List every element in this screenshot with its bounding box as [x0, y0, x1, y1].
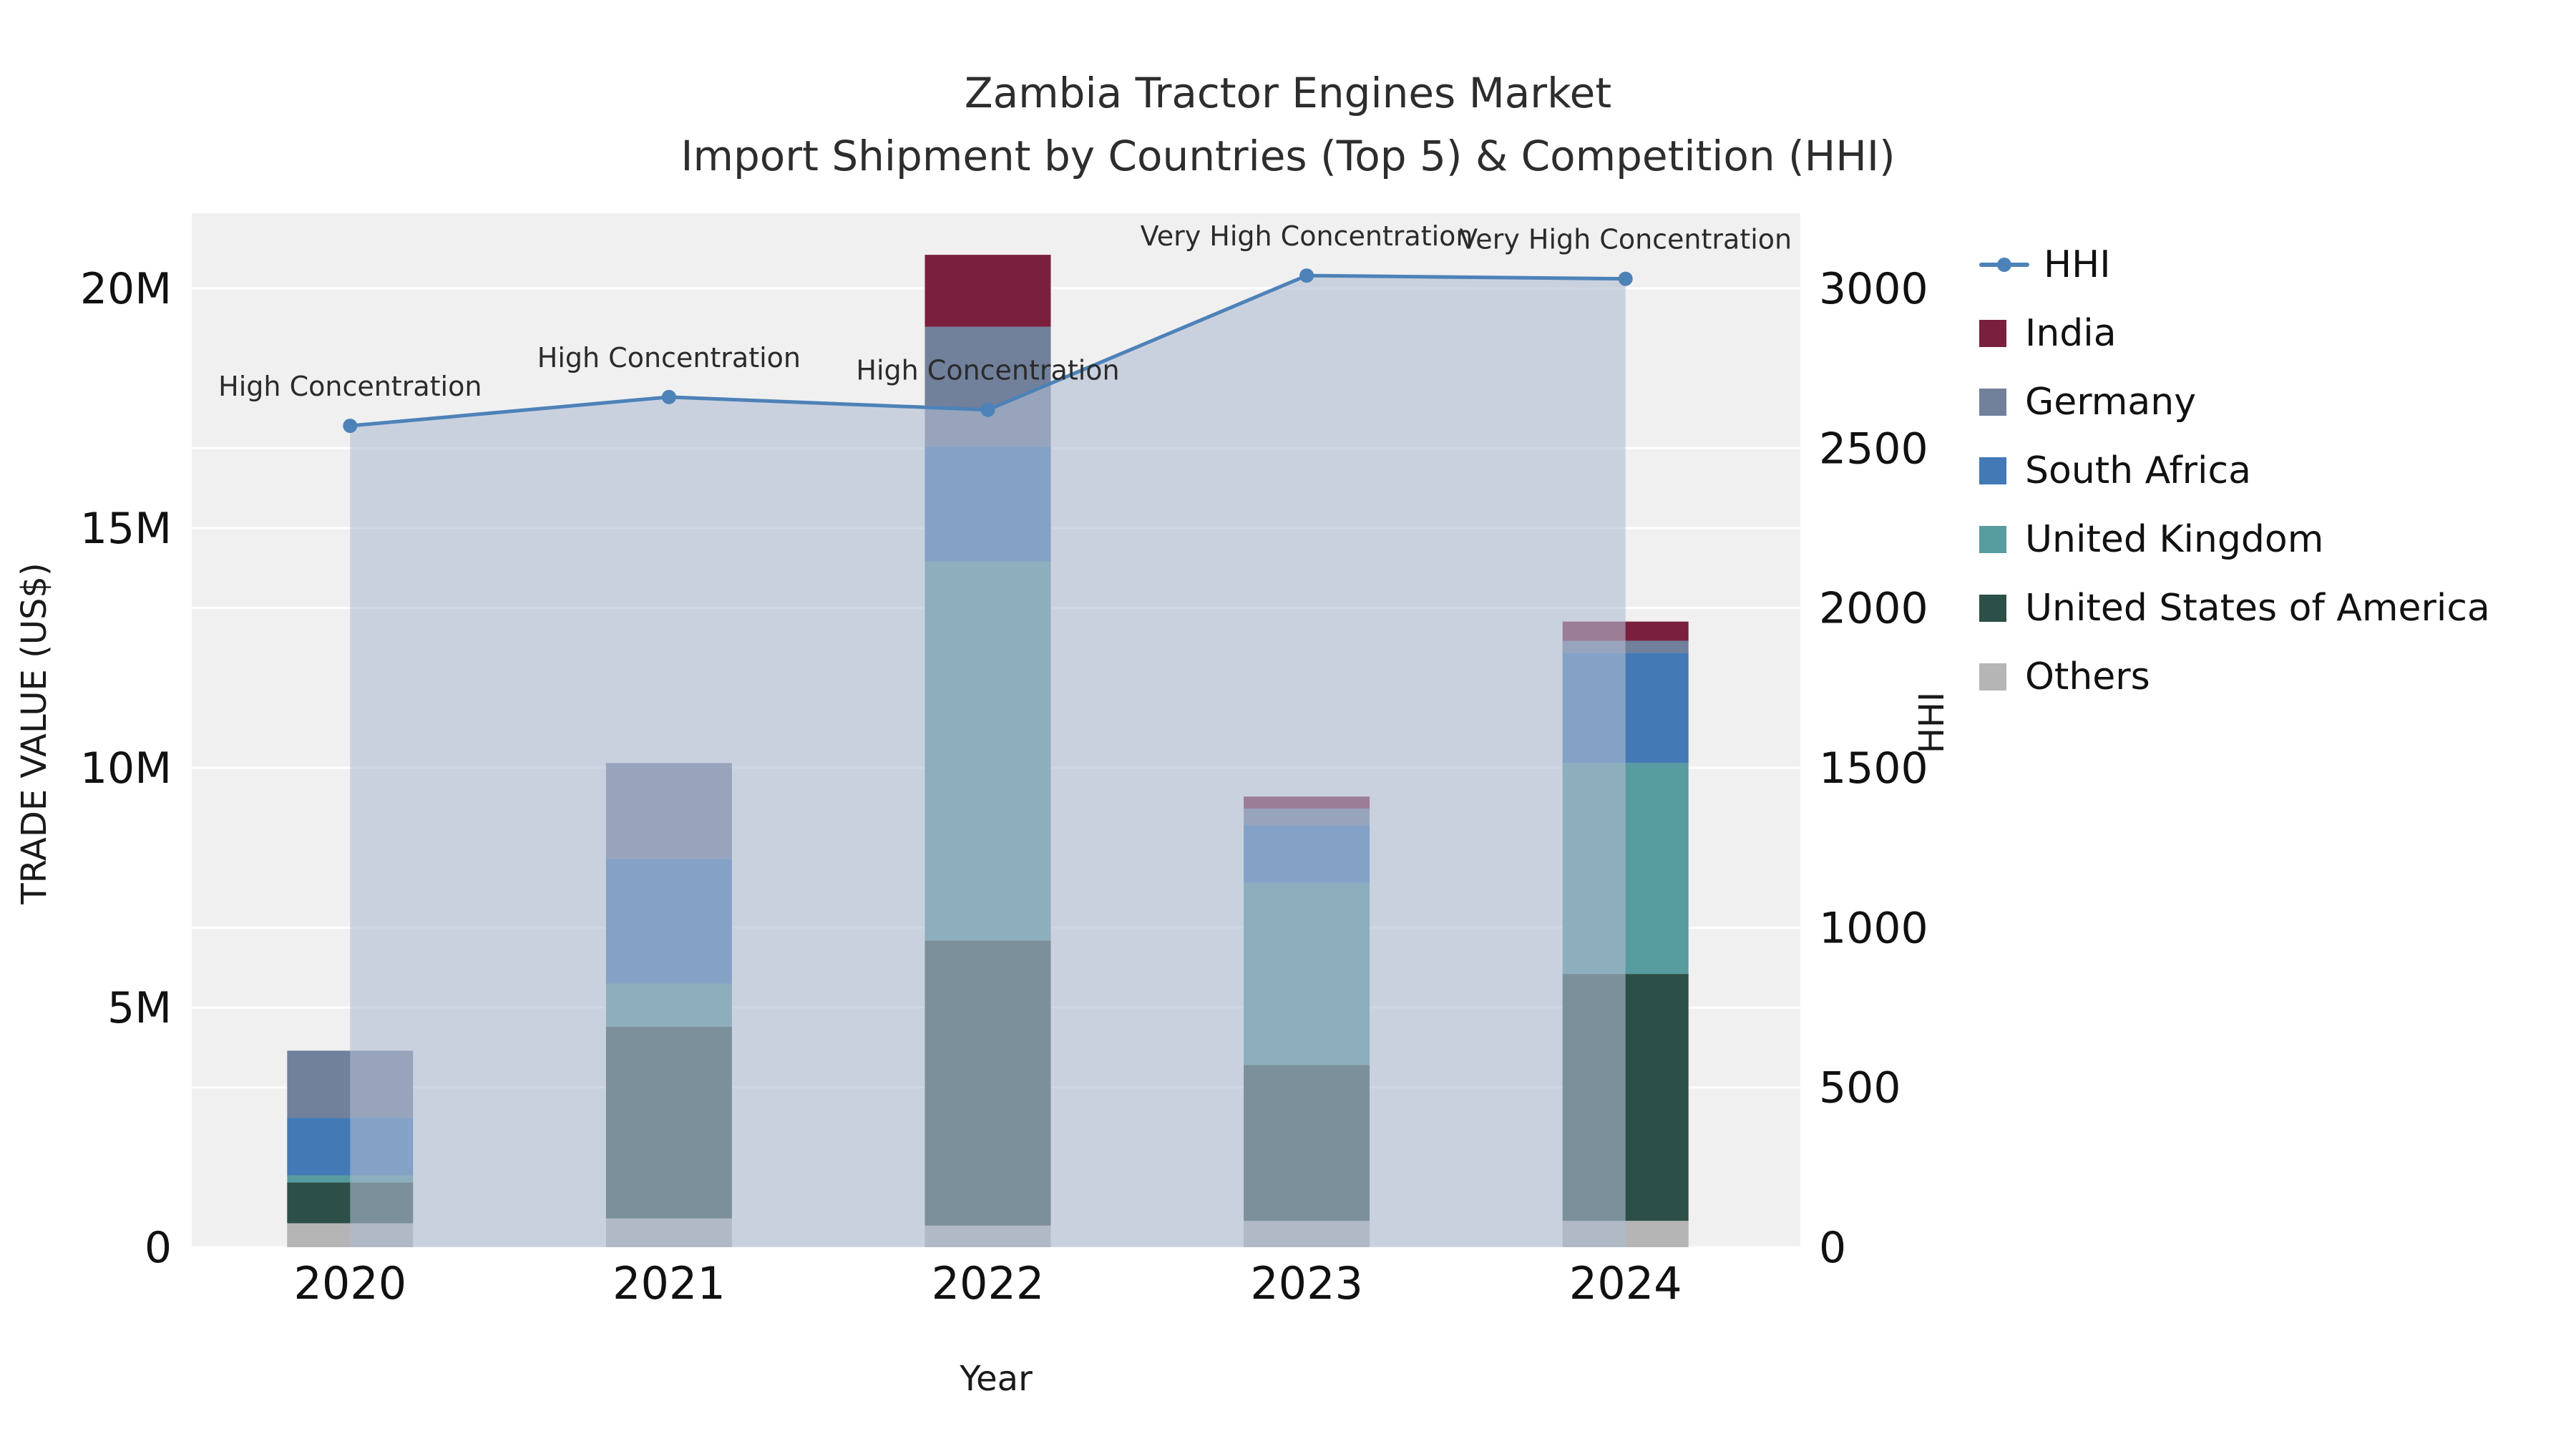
legend-label: India — [2025, 312, 2117, 355]
legend-item-hhi[interactable]: HHI — [1979, 230, 2490, 299]
y-right-tick-2500: 2500 — [1819, 424, 1928, 474]
legend-item-south-africa[interactable]: South Africa — [1979, 436, 2490, 505]
x-tick-2023: 2023 — [1250, 1257, 1363, 1309]
legend-item-india[interactable]: India — [1979, 299, 2490, 368]
y-left-tick-20M: 20M — [80, 264, 172, 314]
legend-label: South Africa — [2025, 449, 2251, 492]
x-tick-2024: 2024 — [1569, 1257, 1682, 1309]
legend-square-swatch — [1979, 320, 2006, 347]
y-right-tick-500: 500 — [1819, 1063, 1901, 1113]
hhi-area-fill — [350, 275, 1626, 1248]
y-right-tick-1500: 1500 — [1819, 743, 1928, 794]
legend-label: Others — [2025, 655, 2150, 698]
legend: HHI India Germany South Africa United Kingdo… — [1979, 230, 2490, 711]
hhi-annotation-2022: High Concentration — [856, 355, 1119, 386]
legend-item-united-kingdom[interactable]: United Kingdom — [1979, 505, 2490, 574]
legend-line-swatch — [1979, 250, 2029, 279]
y-left-tick-0: 0 — [145, 1223, 172, 1273]
y-axis-left-label: TRADE VALUE (US$) — [14, 562, 54, 904]
hhi-marker-2023[interactable] — [1299, 268, 1314, 283]
x-axis-label: Year — [960, 1359, 1033, 1399]
chart-title-line2: Import Shipment by Countries (Top 5) & C… — [680, 132, 1896, 180]
legend-square-swatch — [1979, 389, 2006, 416]
y-left-tick-5M: 5M — [107, 983, 172, 1033]
bar-india-2022[interactable] — [924, 255, 1051, 327]
hhi-annotation-2023: Very High Concentration — [1141, 220, 1473, 252]
legend-square-swatch — [1979, 457, 2006, 484]
y-right-tick-0: 0 — [1819, 1223, 1846, 1273]
hhi-marker-2024[interactable] — [1618, 271, 1633, 286]
legend-square-swatch — [1979, 595, 2006, 622]
legend-label: HHI — [2044, 243, 2111, 286]
legend-label: Germany — [2025, 381, 2197, 424]
hhi-marker-2020[interactable] — [343, 419, 358, 434]
legend-square-swatch — [1979, 526, 2006, 553]
y-right-tick-1000: 1000 — [1819, 903, 1928, 953]
y-left-tick-15M: 15M — [80, 504, 172, 554]
hhi-marker-2021[interactable] — [661, 389, 676, 404]
legend-item-united-states-of-america[interactable]: United States of America — [1979, 574, 2490, 643]
y-right-tick-2000: 2000 — [1819, 584, 1928, 634]
hhi-annotation-2021: High Concentration — [537, 342, 801, 374]
chart-title-line1: Zambia Tractor Engines Market — [964, 69, 1612, 117]
y-left-tick-10M: 10M — [80, 743, 172, 794]
x-tick-2022: 2022 — [932, 1257, 1045, 1309]
x-tick-2021: 2021 — [613, 1257, 726, 1309]
hhi-annotation-2024: Very High Concentration — [1459, 224, 1792, 255]
legend-item-germany[interactable]: Germany — [1979, 368, 2490, 436]
y-right-tick-3000: 3000 — [1819, 264, 1928, 314]
legend-item-others[interactable]: Others — [1979, 643, 2490, 711]
hhi-marker-2022[interactable] — [980, 402, 995, 417]
chart-title: Zambia Tractor Engines Market Import Shi… — [0, 62, 2576, 187]
hhi-annotation-2020: High Concentration — [218, 371, 482, 402]
legend-label: United Kingdom — [2025, 518, 2324, 561]
legend-label: United States of America — [2025, 587, 2490, 630]
legend-square-swatch — [1979, 663, 2006, 691]
y-axis-right-label: HHI — [1912, 691, 1952, 754]
x-tick-2020: 2020 — [293, 1257, 406, 1309]
